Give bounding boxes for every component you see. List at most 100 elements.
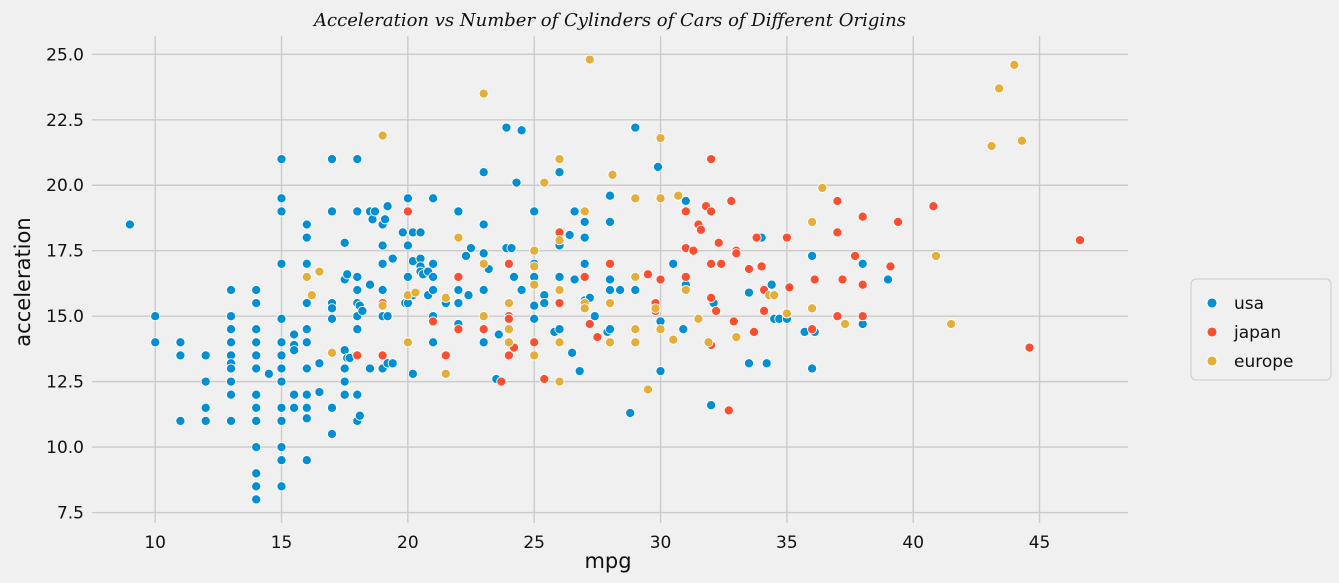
point-japan	[529, 337, 540, 348]
point-japan	[893, 216, 904, 227]
point-europe	[604, 298, 616, 309]
point-usa	[301, 455, 312, 466]
point-japan	[784, 282, 795, 293]
point-usa	[807, 250, 818, 261]
point-usa	[301, 298, 312, 309]
y-tick-label: 12.5	[46, 373, 84, 393]
point-usa	[668, 258, 679, 269]
point-usa	[339, 363, 350, 374]
point-japan	[440, 350, 451, 361]
point-usa	[589, 311, 600, 322]
point-usa	[564, 229, 575, 241]
point-europe	[986, 140, 997, 152]
point-usa	[326, 154, 338, 165]
y-tick-label: 25.0	[46, 45, 84, 65]
point-usa	[251, 337, 262, 348]
point-japan	[723, 405, 734, 416]
x-tick-label: 30	[650, 533, 672, 553]
point-usa	[289, 345, 300, 356]
point-europe	[673, 190, 684, 201]
point-europe	[930, 250, 942, 261]
point-usa	[465, 243, 477, 254]
point-japan	[759, 305, 770, 316]
point-japan	[478, 324, 489, 335]
point-usa	[761, 358, 772, 369]
point-usa	[200, 415, 211, 426]
data-points	[124, 54, 1086, 505]
point-japan	[642, 269, 653, 280]
point-usa	[225, 363, 237, 374]
point-europe	[655, 193, 666, 204]
point-usa	[251, 284, 262, 296]
point-japan	[857, 211, 868, 222]
point-japan	[402, 206, 413, 217]
point-usa	[680, 195, 691, 207]
point-japan	[928, 201, 939, 212]
point-usa	[276, 313, 287, 324]
point-japan	[453, 271, 464, 282]
point-usa	[352, 284, 363, 296]
point-usa	[352, 154, 363, 165]
point-europe	[440, 368, 451, 379]
point-usa	[478, 167, 489, 178]
point-japan	[706, 292, 717, 303]
point-europe	[554, 235, 565, 246]
point-europe	[655, 324, 666, 335]
point-japan	[579, 271, 590, 282]
point-usa	[326, 402, 338, 413]
point-usa	[428, 284, 439, 296]
point-japan	[748, 326, 760, 337]
point-usa	[326, 428, 338, 440]
point-usa	[529, 313, 540, 324]
point-usa	[276, 481, 287, 492]
point-europe	[839, 318, 851, 330]
point-europe	[1009, 59, 1020, 70]
point-usa	[652, 161, 664, 172]
point-japan	[857, 279, 868, 290]
point-europe	[693, 313, 704, 324]
point-europe	[781, 308, 792, 319]
point-usa	[428, 193, 439, 204]
point-usa	[276, 350, 287, 361]
point-europe	[301, 271, 312, 282]
point-japan	[503, 350, 514, 361]
point-usa	[766, 279, 777, 290]
point-usa	[387, 253, 398, 264]
point-usa	[807, 363, 818, 374]
point-usa	[382, 201, 393, 212]
point-japan	[706, 154, 717, 165]
point-japan	[713, 237, 724, 248]
point-europe	[630, 337, 641, 348]
point-usa	[630, 122, 641, 133]
point-usa	[655, 366, 666, 377]
point-europe	[655, 133, 666, 144]
point-japan	[377, 350, 388, 361]
point-usa	[415, 227, 426, 238]
point-usa	[276, 154, 287, 165]
x-tick-label: 20	[397, 533, 419, 553]
point-europe	[554, 337, 565, 348]
point-usa	[508, 271, 520, 282]
point-japan	[711, 305, 722, 316]
point-usa	[276, 415, 287, 426]
point-usa	[554, 324, 565, 335]
point-europe	[529, 279, 540, 290]
point-usa	[574, 366, 585, 377]
point-japan	[731, 248, 742, 259]
point-europe	[680, 284, 691, 296]
point-usa	[124, 219, 135, 230]
point-europe	[539, 177, 550, 188]
point-usa	[314, 358, 325, 369]
point-usa	[225, 415, 237, 426]
x-axis-title: mpg	[584, 549, 631, 573]
point-usa	[402, 193, 413, 204]
point-usa	[276, 376, 287, 387]
point-usa	[251, 350, 262, 361]
point-usa	[402, 240, 413, 251]
legend-label-europe: europe	[1234, 352, 1294, 372]
point-usa	[276, 206, 287, 217]
point-japan	[837, 274, 848, 285]
point-japan	[809, 274, 820, 285]
point-usa	[579, 216, 590, 227]
point-usa	[251, 324, 262, 335]
